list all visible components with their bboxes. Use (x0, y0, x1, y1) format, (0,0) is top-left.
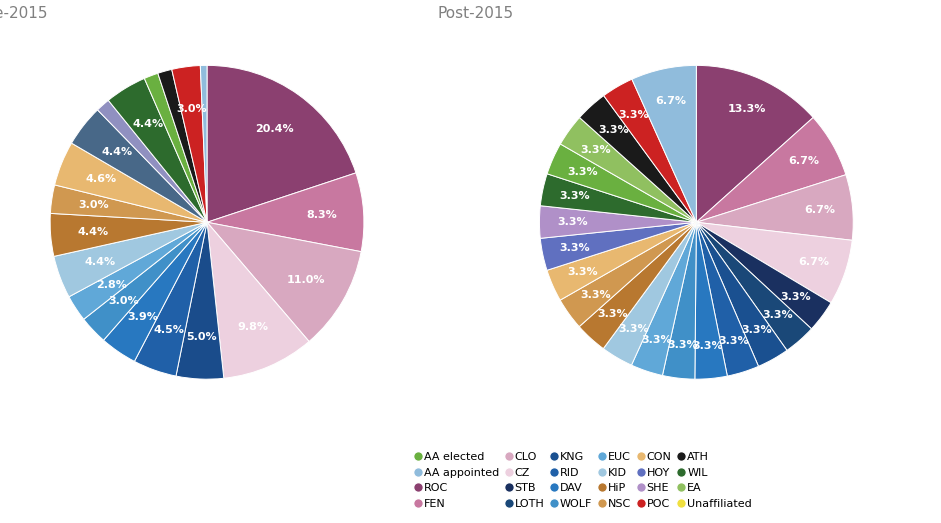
Text: 6.7%: 6.7% (789, 156, 820, 166)
Wedge shape (580, 222, 696, 349)
Wedge shape (540, 222, 696, 270)
Wedge shape (696, 65, 813, 222)
Wedge shape (696, 222, 811, 350)
Text: 3.3%: 3.3% (667, 340, 697, 350)
Wedge shape (696, 118, 846, 222)
Text: 4.4%: 4.4% (102, 147, 133, 157)
Wedge shape (696, 222, 853, 303)
Wedge shape (144, 73, 207, 222)
Wedge shape (603, 222, 696, 365)
Text: Post-2015: Post-2015 (438, 6, 514, 21)
Text: 3.3%: 3.3% (567, 167, 598, 177)
Wedge shape (561, 118, 696, 222)
Text: 3.3%: 3.3% (618, 324, 649, 334)
Wedge shape (547, 222, 696, 300)
Wedge shape (604, 79, 696, 222)
Wedge shape (694, 222, 727, 379)
Text: 9.8%: 9.8% (237, 322, 268, 333)
Text: 3.3%: 3.3% (642, 335, 673, 345)
Text: 4.5%: 4.5% (153, 325, 184, 335)
Text: Pre-2015: Pre-2015 (0, 6, 48, 21)
Text: 3.3%: 3.3% (581, 144, 612, 155)
Text: 3.0%: 3.0% (108, 296, 139, 306)
Wedge shape (158, 70, 207, 222)
Wedge shape (632, 65, 696, 222)
Wedge shape (108, 78, 207, 222)
Wedge shape (580, 96, 696, 222)
Text: 3.9%: 3.9% (127, 312, 158, 322)
Text: 3.3%: 3.3% (618, 110, 649, 120)
Wedge shape (207, 65, 356, 222)
Text: 13.3%: 13.3% (727, 104, 766, 114)
Wedge shape (104, 222, 207, 361)
Text: 6.7%: 6.7% (805, 206, 836, 215)
Text: 4.4%: 4.4% (132, 119, 163, 129)
Text: 3.3%: 3.3% (557, 217, 588, 227)
Wedge shape (696, 222, 787, 366)
Wedge shape (55, 143, 207, 222)
Text: 6.7%: 6.7% (655, 96, 686, 106)
Wedge shape (207, 173, 364, 252)
Text: 3.0%: 3.0% (78, 200, 109, 210)
Text: 3.3%: 3.3% (742, 325, 773, 335)
Text: 3.3%: 3.3% (560, 191, 590, 201)
Wedge shape (98, 100, 207, 222)
Text: 4.4%: 4.4% (84, 257, 115, 267)
Wedge shape (69, 222, 207, 320)
Wedge shape (176, 222, 224, 379)
Wedge shape (207, 222, 361, 342)
Wedge shape (696, 175, 853, 240)
Wedge shape (631, 222, 696, 376)
Text: 11.0%: 11.0% (287, 275, 326, 285)
Wedge shape (72, 110, 207, 222)
Text: 3.3%: 3.3% (598, 309, 629, 319)
Text: 8.3%: 8.3% (306, 210, 337, 220)
Text: 3.3%: 3.3% (581, 290, 611, 300)
Wedge shape (539, 206, 696, 238)
Text: 4.6%: 4.6% (86, 174, 117, 184)
Text: 3.0%: 3.0% (176, 104, 207, 114)
Text: 5.0%: 5.0% (186, 332, 217, 342)
Wedge shape (696, 222, 758, 376)
Wedge shape (200, 65, 207, 222)
Wedge shape (540, 174, 696, 222)
Wedge shape (696, 222, 831, 329)
Wedge shape (560, 222, 696, 327)
Wedge shape (84, 222, 207, 340)
Wedge shape (135, 222, 207, 376)
Wedge shape (207, 222, 309, 378)
Wedge shape (172, 65, 207, 222)
Text: 3.3%: 3.3% (780, 291, 811, 302)
Wedge shape (662, 222, 696, 379)
Legend: AA elected, AA appointed, ROC, FEN, CLO, CZ, STB, LOTH, KNG, RID, DAV, WOLF, EUC: AA elected, AA appointed, ROC, FEN, CLO,… (411, 449, 756, 512)
Text: 3.3%: 3.3% (763, 311, 793, 321)
Text: 3.3%: 3.3% (718, 336, 749, 346)
Wedge shape (51, 185, 207, 222)
Text: 3.3%: 3.3% (560, 243, 590, 253)
Wedge shape (50, 213, 207, 256)
Text: 3.3%: 3.3% (693, 340, 724, 350)
Wedge shape (547, 144, 696, 222)
Text: 3.3%: 3.3% (567, 267, 598, 277)
Text: 3.3%: 3.3% (598, 126, 629, 135)
Wedge shape (54, 222, 207, 297)
Text: 2.8%: 2.8% (96, 280, 127, 290)
Text: 4.4%: 4.4% (77, 226, 108, 236)
Text: 20.4%: 20.4% (255, 124, 294, 134)
Text: 6.7%: 6.7% (798, 257, 829, 267)
